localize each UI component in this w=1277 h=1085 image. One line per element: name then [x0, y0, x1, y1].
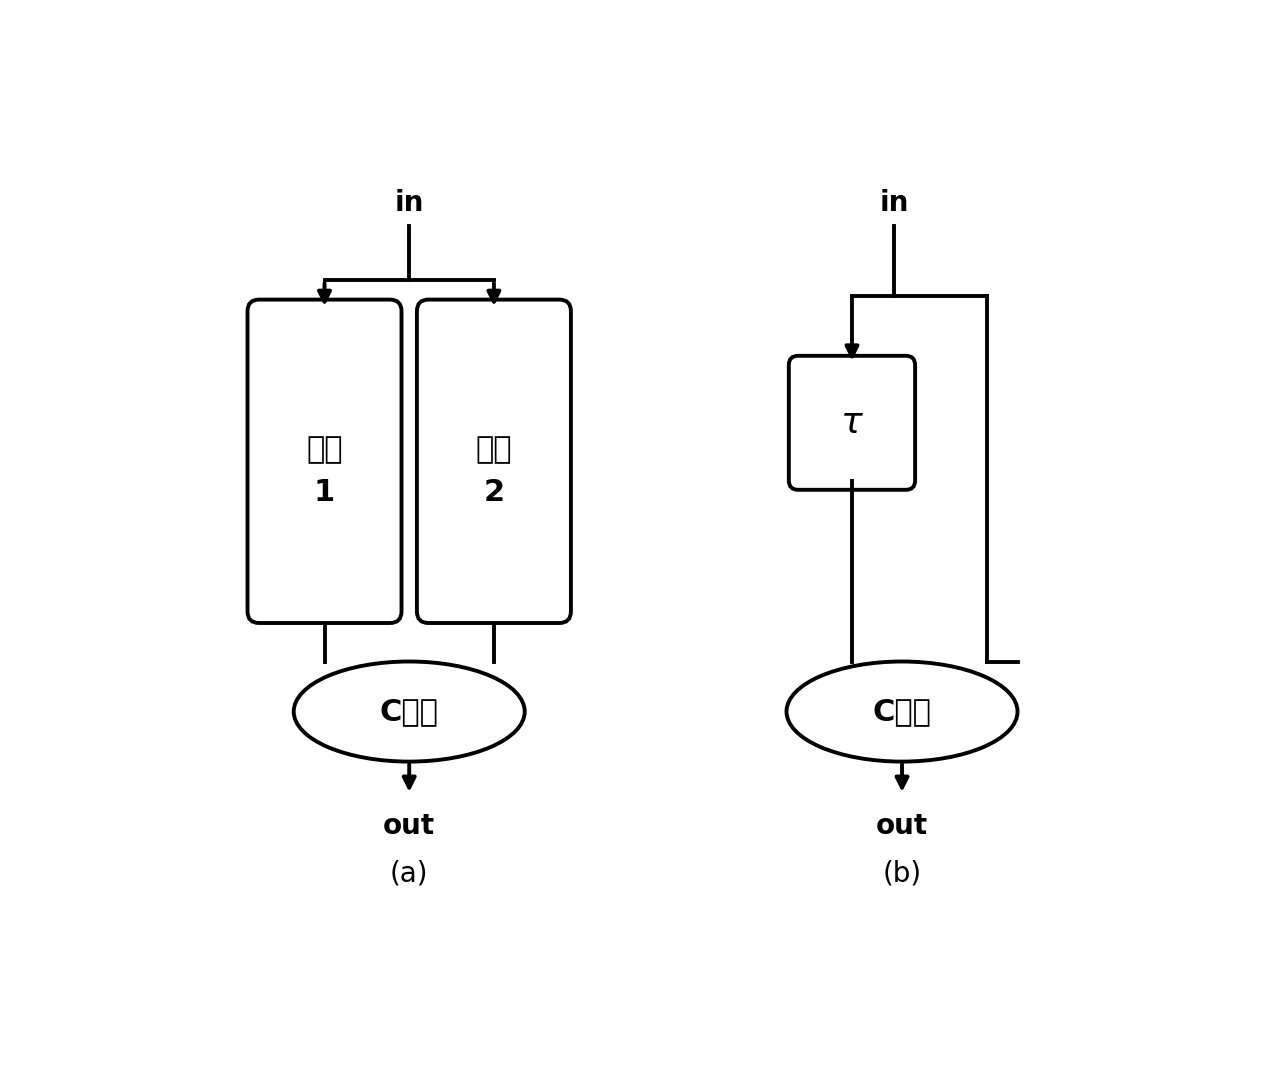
FancyBboxPatch shape [248, 299, 401, 623]
Text: in: in [880, 189, 909, 217]
Ellipse shape [787, 662, 1018, 762]
Text: (a): (a) [389, 859, 429, 888]
Text: τ: τ [842, 406, 863, 439]
Text: in: in [395, 189, 424, 217]
Text: 副本: 副本 [306, 435, 342, 464]
Text: out: out [383, 812, 435, 840]
Text: C单元: C单元 [379, 697, 439, 726]
Text: 1: 1 [314, 477, 335, 507]
Text: C单元: C单元 [872, 697, 931, 726]
Text: 副本: 副本 [475, 435, 512, 464]
FancyBboxPatch shape [416, 299, 571, 623]
Text: (b): (b) [882, 859, 922, 888]
Text: out: out [876, 812, 928, 840]
FancyBboxPatch shape [789, 356, 916, 489]
Ellipse shape [294, 662, 525, 762]
Text: 2: 2 [484, 477, 504, 507]
